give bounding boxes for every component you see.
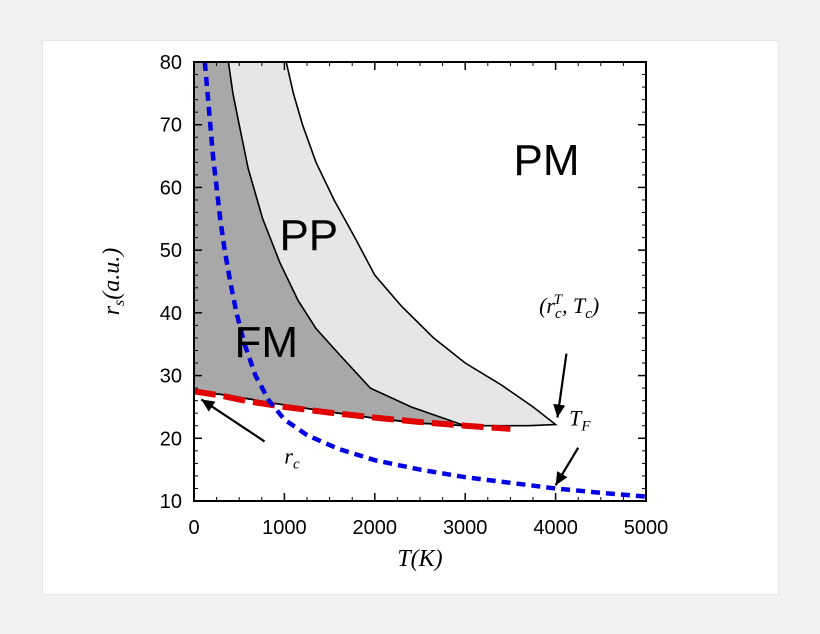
figure-card: 0 1000 2000 3000 4000 5000 10 20 30 40 50 60 70 80 PM… xyxy=(42,40,779,595)
phase-diagram-chart: 0 1000 2000 3000 4000 5000 10 20 30 40 50 60 70 80 PM… xyxy=(99,52,669,572)
x-tick-label-3: 3000 xyxy=(443,517,488,539)
y-axis-label: rs(a.u.) xyxy=(99,248,128,316)
y-tick-label-0: 10 xyxy=(160,491,182,513)
region-label-fm: FM xyxy=(235,318,299,367)
y-tick-label-6: 70 xyxy=(160,115,182,137)
fermi-temperature-label: TF xyxy=(569,406,591,435)
x-tick-label-2: 2000 xyxy=(353,517,398,539)
rc-arrow-head xyxy=(201,399,216,412)
region-label-pp: PP xyxy=(279,211,338,260)
fermi-temperature-arrow-head xyxy=(555,471,568,486)
regions-layer xyxy=(194,62,646,501)
region-label-pm: PM xyxy=(514,136,580,185)
region-fm xyxy=(194,62,466,426)
x-tick-label-1: 1000 xyxy=(262,517,307,539)
labels-layer: PM PP FM (rcT, Tc) TF rc T(K) rs(a.u.) xyxy=(99,136,599,572)
series-line-3 xyxy=(202,61,647,499)
curves-layer xyxy=(193,61,647,499)
rc-label: rc xyxy=(284,443,300,472)
x-tick-label-5: 5000 xyxy=(624,517,669,539)
y-tick-label-2: 30 xyxy=(160,366,182,388)
x-tick-label-4: 4000 xyxy=(533,517,578,539)
critical-point-arrow-head xyxy=(553,403,566,418)
arrows-layer xyxy=(200,353,580,486)
y-tick-label-4: 50 xyxy=(160,240,182,262)
ticks-layer: 0 1000 2000 3000 4000 5000 10 20 30 40 50 60 70 80 xyxy=(160,52,669,539)
series-line-2 xyxy=(193,388,511,432)
x-axis-label: T(K) xyxy=(397,546,442,572)
y-tick-label-7: 80 xyxy=(160,52,182,74)
x-tick-label-0: 0 xyxy=(188,517,199,539)
critical-point-label: (rcT, Tc) xyxy=(539,292,599,322)
y-tick-label-3: 40 xyxy=(160,303,182,325)
y-tick-label-5: 60 xyxy=(160,177,182,199)
y-tick-label-1: 20 xyxy=(160,428,182,450)
